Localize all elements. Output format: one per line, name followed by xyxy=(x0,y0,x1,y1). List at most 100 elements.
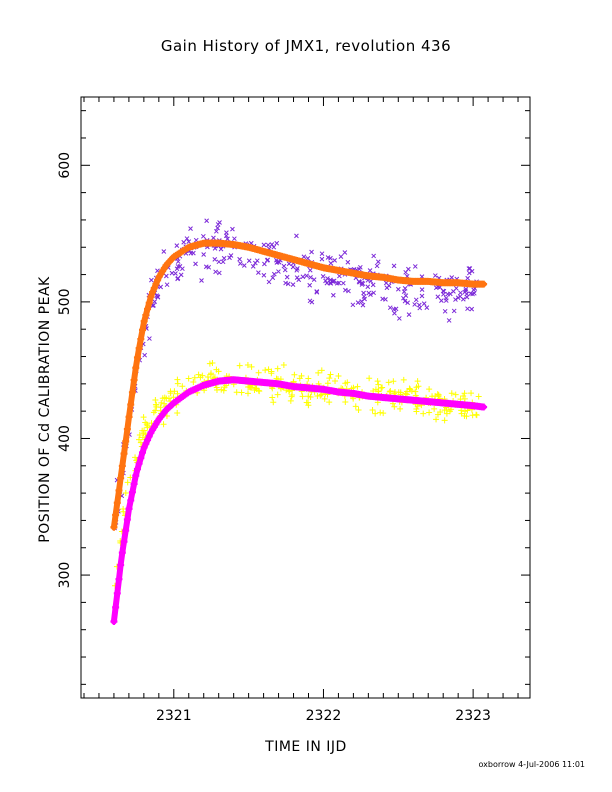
data-point xyxy=(435,294,441,300)
data-point xyxy=(385,379,392,386)
data-point xyxy=(309,249,314,255)
chart-title: Gain History of JMX1, revolution 436 xyxy=(160,37,452,55)
data-point xyxy=(215,222,221,227)
data-point xyxy=(190,379,197,386)
data-point xyxy=(212,257,218,262)
data-point xyxy=(173,271,178,276)
data-point xyxy=(355,407,362,414)
data-point xyxy=(238,261,243,266)
data-point xyxy=(140,414,147,421)
data-point xyxy=(149,277,154,283)
data-point xyxy=(412,388,419,395)
data-point xyxy=(355,300,361,305)
data-point xyxy=(287,397,294,404)
data-point xyxy=(320,274,326,279)
footer-stamp: oxborrow 4-Jul-2006 11:01 xyxy=(478,760,585,769)
data-point xyxy=(315,369,322,376)
data-point xyxy=(318,367,325,374)
data-point xyxy=(452,391,459,398)
data-point xyxy=(466,266,472,271)
data-point xyxy=(325,255,331,260)
data-point xyxy=(299,393,306,400)
data-point xyxy=(356,266,362,272)
data-point xyxy=(245,390,252,397)
data-point xyxy=(374,378,381,385)
data-point xyxy=(295,266,300,271)
data-point xyxy=(177,264,183,269)
plot-frame xyxy=(80,96,531,699)
data-point xyxy=(446,318,452,323)
data-point xyxy=(261,272,267,278)
data-point xyxy=(383,280,389,286)
data-point xyxy=(448,406,455,413)
data-point xyxy=(372,410,379,417)
data-point xyxy=(321,395,328,402)
data-point xyxy=(147,336,152,341)
x-tick-label: 2321 xyxy=(156,708,192,724)
data-point xyxy=(392,310,397,316)
data-point xyxy=(213,386,220,393)
data-point xyxy=(282,267,288,273)
data-point xyxy=(200,233,206,239)
data-point xyxy=(419,293,425,299)
data-point xyxy=(421,301,427,306)
data-point xyxy=(256,388,263,395)
data-point xyxy=(352,403,359,410)
data-point xyxy=(252,260,258,266)
data-point xyxy=(158,399,165,406)
data-point xyxy=(220,259,226,265)
data-point xyxy=(270,399,277,406)
data-point xyxy=(301,254,307,260)
data-point xyxy=(369,406,376,413)
data-point xyxy=(152,396,159,403)
data-point xyxy=(396,316,402,321)
data-point xyxy=(470,291,475,297)
data-point xyxy=(465,306,470,312)
data-point xyxy=(216,270,222,276)
data-point xyxy=(294,233,299,239)
data-point xyxy=(431,405,438,412)
data-point xyxy=(225,236,230,242)
data-point xyxy=(443,407,450,414)
data-point xyxy=(467,266,473,271)
x-axis: 2321 2322 2323 xyxy=(83,97,519,724)
data-point xyxy=(261,242,267,248)
data-point xyxy=(370,282,376,288)
data-point xyxy=(280,362,287,369)
data-point xyxy=(441,291,446,297)
data-point xyxy=(245,383,252,390)
data-point xyxy=(174,390,181,397)
data-point xyxy=(186,239,192,245)
data-point xyxy=(309,299,315,305)
data-point xyxy=(319,251,325,257)
data-point xyxy=(361,290,366,296)
data-point xyxy=(413,297,419,303)
data-point xyxy=(307,267,313,273)
data-point xyxy=(453,297,458,302)
data-point xyxy=(296,277,302,283)
data-point xyxy=(406,312,412,317)
data-point xyxy=(314,289,320,294)
data-point xyxy=(262,261,267,267)
data-point xyxy=(164,282,170,288)
data-point xyxy=(332,378,339,385)
data-point xyxy=(285,388,292,395)
data-point xyxy=(334,280,340,286)
data-point xyxy=(308,275,313,280)
data-point xyxy=(401,289,407,294)
x-tick-label: 2323 xyxy=(455,708,491,724)
data-marks xyxy=(110,218,488,626)
data-point xyxy=(368,278,374,284)
data-point xyxy=(184,236,190,241)
data-point xyxy=(244,362,251,369)
data-point xyxy=(465,275,471,281)
data-point xyxy=(246,258,252,264)
data-point xyxy=(362,296,367,302)
data-point xyxy=(174,376,181,383)
data-point xyxy=(290,282,296,287)
data-point xyxy=(151,303,156,308)
data-point xyxy=(412,264,418,269)
data-point xyxy=(426,409,433,416)
data-point xyxy=(375,381,382,388)
data-point xyxy=(407,386,414,393)
